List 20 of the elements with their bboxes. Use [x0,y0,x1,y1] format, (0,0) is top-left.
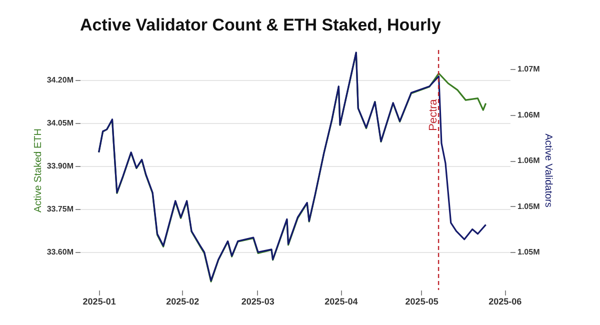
y2-tick-label: 1.06M [518,156,540,166]
y-tick-label: 33.60M [46,247,74,256]
y2-tick-label: 1.05M [518,202,540,211]
y2-tick-label: 1.07M [518,64,540,74]
y2-tick-label: 1.05M [518,248,540,257]
y2-axis-title: Active Validators [542,134,554,208]
y-tick-label: 33.75M [46,204,74,214]
x-tick-label: 2025-03 [241,296,274,306]
x-tick-label: 2025-04 [324,296,358,306]
chart-title: Active Validator Count & ETH Staked, Hourly [80,15,442,34]
y-tick-label: 34.20M [46,76,74,85]
y2-tick-label: 1.06M [518,110,540,120]
x-tick-label: 2025-06 [488,296,522,306]
x-tick-label: 2025-02 [166,296,200,306]
y-tick-label: 34.05M [46,118,74,128]
ref-line-label: Pectra [428,98,440,131]
y-axis-title: Active Staked ETH [32,128,44,212]
x-tick-label: 2025-01 [82,296,116,306]
y-tick-label: 33.90M [46,161,74,170]
x-tick-label: 2025-05 [405,296,438,306]
